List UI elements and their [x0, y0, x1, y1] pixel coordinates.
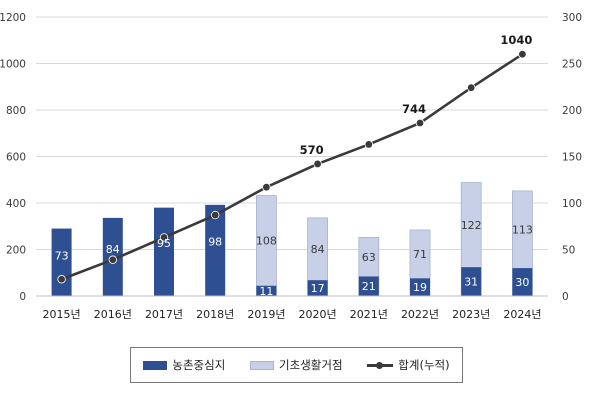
- right-axis: 0 50 100 150 200 250 300: [562, 12, 582, 303]
- x-tick-label: 2015년: [43, 308, 81, 321]
- x-tick-label: 2018년: [196, 308, 234, 321]
- bar-value-label: 84: [311, 243, 325, 256]
- left-tick-label: 1200: [0, 12, 26, 24]
- bar-value-label: 108: [256, 235, 277, 248]
- bar-value-label: 17: [311, 282, 325, 295]
- left-tick-label: 600: [6, 152, 26, 164]
- x-tick-label: 2021년: [350, 308, 388, 321]
- legend-label: 합계(누적): [398, 358, 450, 372]
- cumulative-point: [262, 182, 271, 192]
- bar-value-label: 84: [106, 243, 120, 256]
- left-axis: 0 200 400 600 800 1000 1200: [0, 12, 26, 303]
- x-tick-label: 2020년: [299, 308, 337, 321]
- x-tick-label: 2017년: [145, 308, 183, 321]
- legend-item-rural-center: 농촌중심지: [143, 357, 225, 373]
- bar-value-label: 122: [461, 219, 482, 232]
- legend-item-basic-hub: 기초생활거점: [250, 357, 343, 373]
- left-tick-label: 0: [19, 291, 26, 303]
- cumulative-point: [210, 210, 220, 220]
- left-tick-label: 400: [6, 198, 26, 210]
- x-tick-label: 2019년: [247, 308, 285, 321]
- cumulative-point: [313, 159, 322, 169]
- legend-swatch-line: [367, 361, 394, 370]
- cumulative-line-path: [61, 53, 524, 281]
- bar-rural-center: [512, 268, 533, 296]
- x-tick-label: 2016년: [94, 308, 132, 321]
- bar-value-label: 31: [464, 276, 478, 289]
- bar-value-label: 71: [413, 248, 427, 261]
- bar-rural-center: [51, 228, 72, 296]
- bar-value-label: 11: [259, 285, 273, 298]
- right-tick-label: 0: [562, 291, 569, 303]
- cumulative-point: [364, 140, 373, 149]
- left-tick-label: 1000: [0, 59, 26, 71]
- x-tick-label: 2022년: [401, 308, 439, 321]
- cumulative-point: [159, 233, 169, 242]
- legend-item-cumulative: 합계(누적): [367, 357, 450, 373]
- bar-value-label: 113: [512, 224, 533, 237]
- bar-value-label: 73: [55, 250, 69, 263]
- bar-rural-center: [154, 207, 174, 296]
- bar-rural-center: [256, 285, 277, 296]
- bar-rural-center: [461, 267, 482, 296]
- right-tick-label: 100: [562, 198, 582, 210]
- cumulative-value-label: 744: [402, 102, 426, 116]
- right-tick-label: 200: [562, 105, 582, 117]
- x-axis: 2015년 2016년 2017년 2018년 2019년 2020년 2021년 2022년…: [36, 295, 548, 321]
- cumulative-line: [57, 50, 527, 284]
- legend-label: 기초생활거점: [279, 358, 343, 372]
- bar-rural-center: [205, 204, 226, 296]
- bar-value-label: 63: [362, 251, 376, 264]
- x-tick-label: 2023년: [452, 308, 490, 321]
- bar-value-label: 95: [157, 237, 171, 250]
- data-labels: 73 84 95 98 108 11 84 17 63 21 71 19 122 31 113 30 570 74…: [55, 33, 533, 298]
- right-tick-label: 150: [562, 152, 582, 164]
- cumulative-point: [415, 118, 425, 128]
- bar-rural-center: [410, 278, 430, 296]
- right-tick-label: 300: [562, 12, 582, 24]
- right-tick-label: 250: [562, 59, 582, 71]
- bar-value-label: 21: [362, 280, 376, 293]
- legend-swatch-light: [250, 360, 275, 370]
- right-tick-label: 50: [562, 245, 575, 257]
- left-tick-label: 800: [6, 105, 26, 117]
- cumulative-point: [518, 50, 527, 59]
- bars: [51, 182, 533, 297]
- cumulative-value-label: 570: [300, 143, 324, 157]
- bar-value-label: 19: [413, 281, 427, 294]
- cumulative-value-label: 1040: [500, 33, 532, 47]
- legend-label: 농촌중심지: [172, 358, 226, 372]
- bar-rural-center: [307, 280, 328, 296]
- legend: 농촌중심지 기초생활거점 합계(누적): [130, 347, 463, 383]
- legend-swatch-dark: [143, 360, 168, 370]
- cumulative-point: [467, 83, 476, 92]
- cumulative-point: [57, 275, 66, 284]
- bar-value-label: 98: [208, 235, 222, 248]
- bar-value-label: 30: [515, 276, 529, 289]
- bar-rural-center: [358, 276, 379, 296]
- cumulative-point: [108, 255, 117, 264]
- left-tick-label: 200: [6, 245, 26, 257]
- x-tick-label: 2024년: [503, 308, 541, 321]
